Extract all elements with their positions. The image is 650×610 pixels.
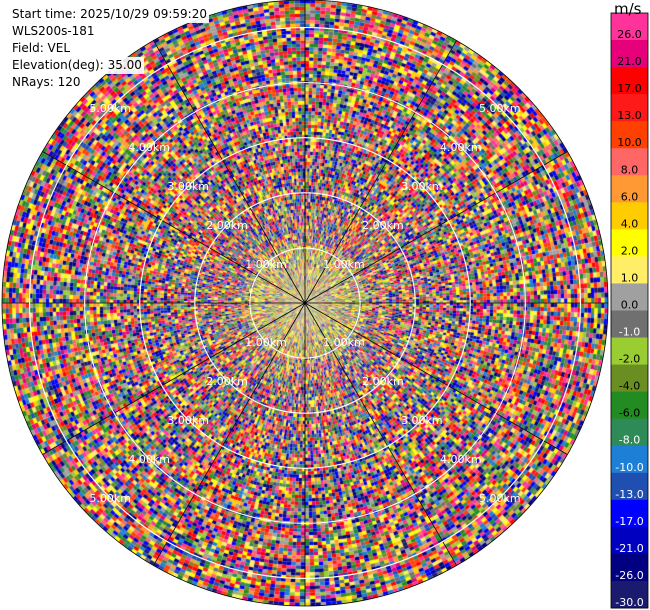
range-ring-label: 3.00km (167, 180, 209, 193)
range-ring (139, 137, 471, 469)
colorbar-tick-label: 10.0 (617, 136, 642, 149)
colorbar-segment (611, 553, 648, 582)
azimuth-spoke (42, 151, 306, 304)
colorbar-segment (611, 175, 648, 203)
colorbar-tick-label: -8.0 (619, 434, 640, 447)
colorbar-segment (611, 13, 648, 41)
colorbar-segment (611, 580, 648, 609)
azimuth-spoke (304, 302, 568, 455)
range-ring-label: 1.00km (323, 258, 365, 271)
colorbar-segment (611, 202, 648, 230)
colorbar-unit-label: m/s (614, 0, 642, 18)
colorbar-tick-label: -21.0 (615, 542, 643, 555)
range-ring (194, 192, 416, 414)
azimuth-spoke (304, 40, 457, 304)
colorbar-tick-label: 17.0 (617, 82, 642, 95)
range-ring-label: 4.00km (440, 141, 482, 154)
range-ring-label: 4.00km (440, 453, 482, 466)
colorbar-segment (611, 418, 648, 447)
colorbar-segment (611, 121, 648, 149)
range-ring-label: 1.00km (245, 258, 287, 271)
range-ring-label: 3.00km (401, 180, 443, 193)
colorbar-segment (611, 67, 648, 95)
range-ring (84, 82, 526, 524)
range-ring-label: 2.00km (362, 375, 404, 388)
colorbar-tick-label: 6.0 (621, 190, 639, 203)
start-time-text: Start time: 2025/10/29 09:59:20 (12, 6, 209, 23)
colorbar-tick-label: 0.0 (621, 299, 639, 312)
range-ring-label: 5.00km (89, 492, 131, 505)
azimuth-spoke (153, 302, 306, 566)
colorbar-segment (611, 364, 648, 393)
colorbar-tick-label: -10.0 (615, 461, 643, 474)
colorbar-tick-label: 4.0 (621, 217, 639, 230)
field-text: Field: VEL (12, 40, 73, 57)
colorbar-tick-label: 1.0 (621, 271, 639, 284)
colorbar-segment (611, 472, 648, 501)
colorbar-segment (611, 391, 648, 420)
range-ring-label: 2.00km (206, 219, 248, 232)
azimuth-spoke (42, 302, 306, 455)
info-panel: Start time: 2025/10/29 09:59:20 WLS200s-… (12, 6, 209, 91)
azimuth-spoke (153, 40, 306, 304)
colorbar-tick-label: -2.0 (619, 353, 640, 366)
elevation-text: Elevation(deg): 35.00 (12, 57, 144, 74)
colorbar-segment (611, 526, 648, 555)
range-ring-label: 2.00km (362, 219, 404, 232)
colorbar-tick-label: 21.0 (617, 55, 642, 68)
colorbar-tick-label: -1.0 (619, 326, 640, 339)
colorbar-tick-label: -13.0 (615, 488, 643, 501)
range-ring (249, 247, 361, 359)
range-ring-label: 1.00km (323, 336, 365, 349)
colorbar-tick-label: -6.0 (619, 407, 640, 420)
colorbar-segment (611, 445, 648, 474)
colorbar-segment (611, 229, 648, 257)
range-ring-label: 5.00km (479, 492, 521, 505)
colorbar-tick-label: -26.0 (615, 569, 643, 582)
azimuth-spoke (304, 151, 568, 304)
plot-boundary (1, 0, 609, 607)
colorbar-segment (611, 337, 648, 366)
range-ring-label: 1.00km (245, 336, 287, 349)
station-text: WLS200s-181 (12, 23, 97, 40)
colorbar-segment (611, 499, 648, 528)
range-ring-label: 3.00km (401, 414, 443, 427)
colorbar-tick-label: 2.0 (621, 244, 639, 257)
colorbar-segment (611, 283, 648, 311)
colorbar-tick-label: -30.0 (615, 596, 643, 609)
range-ring-label: 5.00km (89, 102, 131, 115)
range-ring-label: 5.00km (479, 102, 521, 115)
colorbar-tick-label: -4.0 (619, 380, 640, 393)
nrays-text: NRays: 120 (12, 74, 83, 91)
range-ring-label: 2.00km (206, 375, 248, 388)
colorbar-tick-label: 8.0 (621, 163, 639, 176)
colorbar-frame (610, 12, 649, 609)
range-ring-label: 4.00km (128, 453, 170, 466)
colorbar-segment (611, 310, 648, 339)
colorbar-tick-label: -17.0 (615, 515, 643, 528)
colorbar-tick-label: 26.0 (617, 28, 642, 41)
range-ring-label: 3.00km (167, 414, 209, 427)
azimuth-spoke (304, 302, 457, 566)
colorbar-segment (611, 94, 648, 122)
colorbar-segment (611, 148, 648, 176)
colorbar-segment (611, 40, 648, 68)
range-ring (28, 26, 582, 580)
colorbar-segment (611, 256, 648, 284)
colorbar-tick-label: 13.0 (617, 109, 642, 122)
range-ring-label: 4.00km (128, 141, 170, 154)
